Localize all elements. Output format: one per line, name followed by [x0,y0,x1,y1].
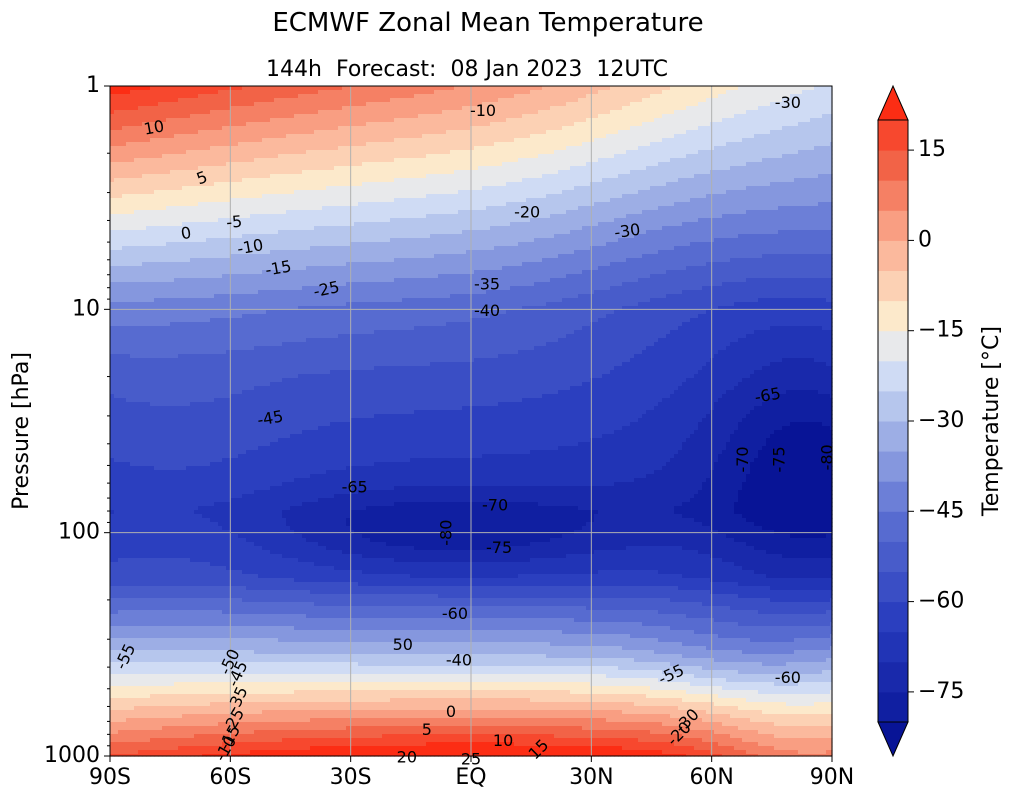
colorbar-segment [878,481,908,512]
colorbar-segment [878,662,908,693]
contour-label: -10 [470,101,496,120]
y-tick-label: 100 [58,520,100,545]
chart-subtitle: 144h Forecast: 08 Jan 2023 12UTC [266,57,668,82]
colorbar-segment [878,271,908,302]
contour-label: -60 [775,668,801,687]
contour-label: -35 [474,275,500,294]
contour-label: -60 [442,604,468,623]
colorbar-extend-min [878,722,908,756]
colorbar-segment [878,602,908,633]
chart-title: ECMWF Zonal Mean Temperature [272,8,703,38]
colorbar-label: Temperature [°C] [979,326,1004,517]
contour-label: -30 [613,220,642,242]
x-tick-label: 60N [689,765,733,790]
colorbar-segment [878,150,908,181]
contour-label: -70 [482,496,508,515]
contour-label: -65 [342,477,368,496]
colorbar-tick-label: −75 [918,679,964,704]
contour-label: 10 [493,731,513,750]
colorbar-segment [878,451,908,482]
colorbar-segment [878,301,908,332]
y-tick-label: 10 [72,296,100,321]
colorbar-tick-label: −45 [918,498,964,523]
colorbar-tick-label: −60 [918,589,964,614]
x-tick-label: 90S [89,765,131,790]
colorbar-segment [878,421,908,452]
contour-label: -80 [817,444,836,470]
contour-label: -70 [733,446,752,472]
colorbar-tick-label: 15 [918,137,946,162]
colorbar-segment [878,240,908,271]
colorbar-segment [878,391,908,422]
colorbar-segment [878,361,908,392]
contour-label: -40 [474,301,500,320]
colorbar-tick-label: 0 [918,227,932,252]
colorbar-extend-max [878,86,908,120]
colorbar-segment [878,511,908,542]
colorbar-tick-label: −30 [918,408,964,433]
colorbar-segment [878,572,908,603]
x-tick-label: 60S [209,765,251,790]
contour-label: 20 [397,747,417,766]
colorbar: 15 0 −15 −30 −45 −60 −75 [878,86,964,756]
contour-label: 5 [422,720,432,739]
contour-label: -75 [769,446,788,472]
x-tick-label: 30S [330,765,372,790]
contour-label: -20 [514,202,540,221]
y-tick-label: 1 [86,73,100,98]
contour-label: 10 [142,116,165,138]
contour-label: -40 [446,650,472,669]
contour-label: -80 [436,520,455,546]
contour-label: 0 [446,702,456,721]
colorbar-segment [878,120,908,151]
y-axis-label: Pressure [hPa] [9,352,34,510]
x-tick-label: EQ [455,765,486,790]
contour-label: -5 [225,212,243,232]
colorbar-segment [878,541,908,572]
colorbar-tick-label: −15 [918,318,964,343]
x-tick-label: 30N [569,765,613,790]
colorbar-segment [878,180,908,211]
colorbar-segment [878,331,908,362]
contour-label: -75 [486,538,512,557]
x-tick-label: 90N [810,765,854,790]
colorbar-segment [878,210,908,241]
contour-label: -30 [775,93,801,112]
colorbar-segment [878,692,908,723]
colorbar-segment [878,632,908,663]
contour-label: 50 [393,635,413,654]
plot-area: 1050-5-10-15-25-10-20-30-30-35-40-65-45-… [110,86,836,768]
